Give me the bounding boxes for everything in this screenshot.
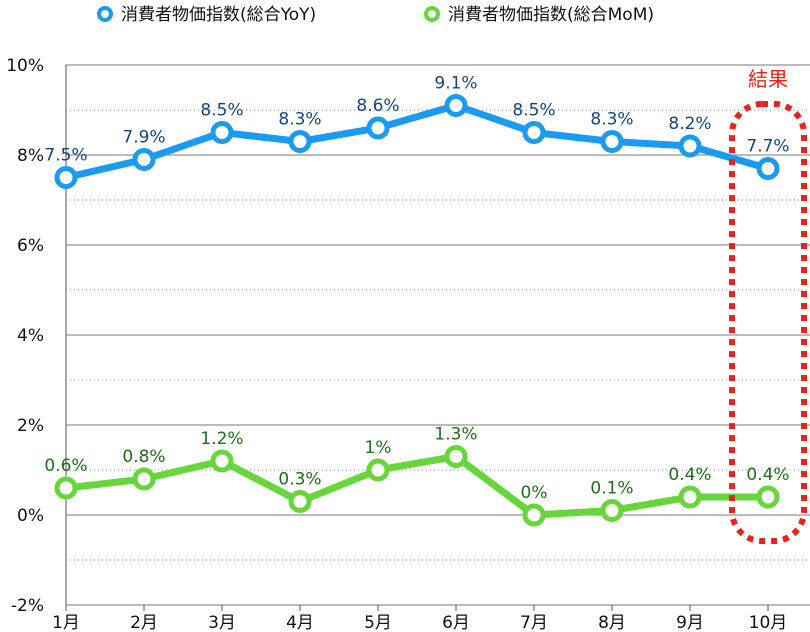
data-label: 0.3%	[278, 470, 321, 490]
data-point	[210, 121, 234, 144]
data-point	[444, 445, 468, 468]
data-label: 9.1%	[434, 74, 477, 94]
data-point	[444, 94, 468, 117]
data-point	[210, 449, 234, 473]
annotation-label: 結果	[748, 67, 788, 91]
x-tick-label: 4月	[286, 613, 314, 632]
data-label: 1.2%	[200, 429, 243, 449]
data-label: 0.4%	[668, 465, 711, 485]
data-point	[366, 116, 390, 140]
y-tick-label: 0%	[17, 506, 44, 526]
grid	[66, 64, 810, 606]
series-line	[62, 102, 772, 181]
y-tick-label: 8%	[17, 146, 44, 166]
x-tick-label: 7月	[520, 613, 548, 632]
data-point	[288, 490, 312, 513]
axes	[65, 65, 769, 611]
x-tick-label: 3月	[208, 613, 236, 632]
x-tick-label: 2月	[130, 613, 158, 632]
x-tick-labels: 1月 2月 3月 4月 5月 6月 7月 8月 9月 10月	[52, 613, 787, 632]
series-line	[62, 453, 772, 519]
data-label: 8.6%	[356, 96, 399, 116]
data-label: 1.3%	[434, 425, 477, 445]
data-point	[132, 148, 156, 171]
data-point	[600, 499, 624, 522]
data-point	[522, 121, 546, 144]
series-yoy: 7.5% 7.9% 8.5% 8.3% 8.6% 9.1% 8.5% 8.3% 8.2% 7.7%	[44, 74, 790, 189]
data-point	[288, 130, 312, 153]
data-point	[756, 157, 780, 180]
annotation-layer: 結果	[729, 67, 807, 544]
data-label: 8.3%	[590, 110, 633, 130]
data-point	[54, 476, 78, 500]
x-tick-label: 5月	[364, 613, 392, 632]
x-tick-label: 1月	[52, 613, 80, 632]
legend-item: 消費者物価指数(総合YoY)	[97, 5, 316, 25]
y-tick-label: 2%	[17, 416, 44, 436]
legend-label: 消費者物価指数(総合YoY)	[121, 5, 316, 25]
data-label: 7.5%	[44, 146, 87, 166]
data-point	[600, 130, 624, 153]
y-tick-label: -2%	[11, 596, 44, 616]
data-label: 0.1%	[590, 479, 633, 499]
data-label: 0%	[521, 483, 548, 503]
data-label: 0.8%	[122, 447, 165, 467]
data-point	[54, 166, 78, 189]
y-tick-label: 10%	[6, 56, 44, 76]
x-tick-label: 10月	[749, 613, 788, 632]
y-tick-label: 6%	[17, 236, 44, 256]
legend-marker-icon	[97, 6, 113, 22]
data-point	[522, 503, 546, 527]
data-label: 1%	[365, 438, 392, 458]
data-point	[756, 485, 780, 509]
data-label: 8.3%	[278, 110, 321, 130]
data-label: 8.5%	[200, 101, 243, 121]
legend-marker-icon	[424, 6, 440, 22]
x-tick-label: 9月	[676, 613, 704, 632]
x-tick-label: 6月	[442, 613, 470, 632]
data-label: 0.6%	[44, 456, 87, 476]
highlight-box	[729, 101, 807, 544]
legend-item: 消費者物価指数(総合MoM)	[424, 5, 654, 25]
legend-label: 消費者物価指数(総合MoM)	[448, 5, 654, 25]
data-point	[366, 458, 390, 482]
data-point	[678, 485, 702, 509]
x-tick-label: 8月	[598, 613, 626, 632]
data-label: 0.4%	[746, 465, 789, 485]
y-tick-labels: -2% 0% 2% 4% 6% 8% 10%	[6, 56, 44, 616]
data-label: 7.7%	[746, 137, 789, 157]
data-point	[132, 467, 156, 491]
legend: 消費者物価指数(総合YoY) 消費者物価指数(総合MoM)	[97, 5, 654, 25]
data-point	[678, 134, 702, 158]
series-mom: 0.6% 0.8% 1.2% 0.3% 1% 1.3% 0% 0.1% 0.4% 0.4%	[44, 425, 790, 527]
y-tick-label: 4%	[17, 326, 44, 346]
series-layer: 7.5% 7.9% 8.5% 8.3% 8.6% 9.1% 8.5% 8.3% 8.2% 7.7%…	[44, 74, 790, 527]
data-label: 8.2%	[668, 114, 711, 134]
data-label: 7.9%	[122, 128, 165, 148]
data-label: 8.5%	[512, 101, 555, 121]
